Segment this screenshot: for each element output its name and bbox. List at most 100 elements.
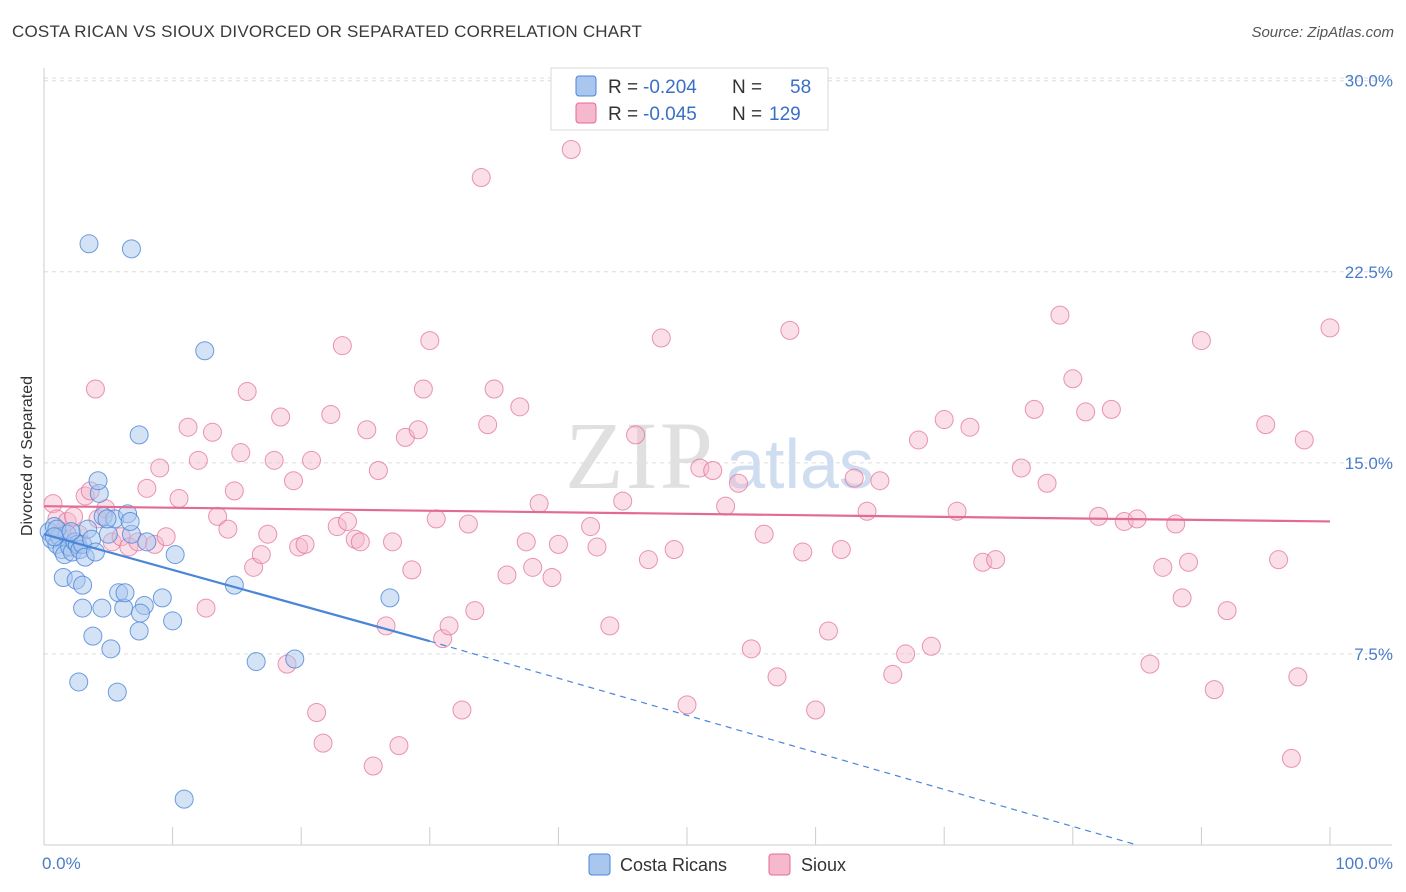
axes <box>43 68 1392 846</box>
sioux-point-42 <box>332 336 352 356</box>
sioux-point-46 <box>357 420 377 440</box>
sioux-point-66 <box>497 565 517 585</box>
sioux-point-73 <box>561 140 581 160</box>
sioux-point-129 <box>1320 318 1340 338</box>
sioux-point-69 <box>523 557 543 577</box>
legend-n-value-1: 58 <box>790 77 811 98</box>
sioux-point-47 <box>363 756 383 776</box>
sioux-point-26 <box>231 443 251 463</box>
sioux-point-25 <box>224 481 244 501</box>
sioux-point-59 <box>439 616 459 636</box>
costa-rican-point-24 <box>79 234 99 254</box>
sioux-point-62 <box>465 601 485 621</box>
watermark-zip: ZIP <box>565 402 715 509</box>
bottom-legend-label-costa-ricans: Costa Ricans <box>620 855 727 875</box>
sioux-point-130 <box>1281 748 1301 768</box>
costa-rican-point-40 <box>130 603 150 623</box>
sioux-point-114 <box>1101 399 1121 419</box>
costa-rican-point-42 <box>83 626 103 646</box>
sioux-point-53 <box>402 560 422 580</box>
sioux-point-60 <box>452 700 472 720</box>
costa-rican-point-34 <box>73 598 93 618</box>
sioux-point-61 <box>458 514 478 534</box>
costa-rican-point-50 <box>380 588 400 608</box>
sioux-point-103 <box>947 501 967 521</box>
sioux-point-71 <box>542 568 562 588</box>
sioux-point-99 <box>896 644 916 664</box>
sioux-point-102 <box>934 410 954 430</box>
sioux-point-95 <box>844 468 864 488</box>
sioux-point-63 <box>471 168 491 188</box>
sioux-point-34 <box>283 471 303 491</box>
sioux-point-70 <box>529 494 549 514</box>
sioux-point-93 <box>818 621 838 641</box>
sioux-point-40 <box>321 404 341 424</box>
sioux-point-92 <box>806 700 826 720</box>
costa-rican-point-49 <box>285 649 305 669</box>
sioux-point-54 <box>408 420 428 440</box>
bottom-legend-swatch-pink <box>768 853 791 876</box>
x-tick-label-min: 0.0% <box>42 854 81 873</box>
costa-rican-point-54 <box>61 522 81 542</box>
sioux-point-113 <box>1089 506 1109 526</box>
sioux-point-121 <box>1179 552 1199 572</box>
costa-rican-point-46 <box>107 682 127 702</box>
costa-rican-point-25 <box>121 239 141 259</box>
sioux-point-75 <box>587 537 607 557</box>
costa-rican-point-26 <box>195 341 215 361</box>
sioux-point-81 <box>664 539 684 559</box>
bottom-legend-label-sioux: Sioux <box>801 855 846 875</box>
costa-rican-point-45 <box>69 672 89 692</box>
sioux-point-64 <box>478 415 498 435</box>
sioux-point-107 <box>1011 458 1031 478</box>
costa-rican-point-56 <box>120 511 140 531</box>
x-tick-labels: 0.0% 100.0% <box>42 854 1393 873</box>
costa-rican-point-32 <box>165 545 185 565</box>
sioux-point-97 <box>870 471 890 491</box>
sioux-point-122 <box>1191 331 1211 351</box>
costa-rican-trend-line <box>43 533 431 643</box>
sioux-point-43 <box>337 511 357 531</box>
sioux-point-96 <box>857 501 877 521</box>
sioux-point-120 <box>1172 588 1192 608</box>
y-tick-labels: 7.5% 15.0% 22.5% 30.0% <box>1345 72 1393 664</box>
sioux-point-27 <box>237 382 257 402</box>
sioux-point-0 <box>43 494 63 514</box>
sioux-point-14 <box>137 478 157 498</box>
legend-swatch-blue <box>575 75 597 97</box>
sioux-point-37 <box>301 450 321 470</box>
costa-rican-point-44 <box>101 639 121 659</box>
sioux-point-36 <box>295 534 315 554</box>
sioux-point-87 <box>741 639 761 659</box>
y-tick-label-1: 15.0% <box>1345 454 1393 473</box>
costa-rican-point-41 <box>163 611 183 631</box>
sioux-point-89 <box>767 667 787 687</box>
costa-rican-point-48 <box>246 652 266 672</box>
sioux-point-79 <box>638 550 658 570</box>
legend-swatch-pink <box>575 102 597 124</box>
sioux-point-112 <box>1076 402 1096 422</box>
sioux-point-49 <box>376 616 396 636</box>
sioux-point-67 <box>510 397 530 417</box>
sioux-point-131 <box>85 379 105 399</box>
y-tick-label-3: 30.0% <box>1345 72 1393 91</box>
sioux-point-126 <box>1269 550 1289 570</box>
sioux-point-45 <box>350 532 370 552</box>
watermark-atlas: atlas <box>726 425 874 503</box>
sioux-point-72 <box>548 534 568 554</box>
sioux-point-17 <box>156 527 176 547</box>
sioux-point-111 <box>1063 369 1083 389</box>
costa-rican-point-28 <box>88 471 108 491</box>
sioux-point-31 <box>264 450 284 470</box>
sioux-point-98 <box>883 664 903 684</box>
legend-r-value-1: -0.204 <box>643 77 697 98</box>
costa-rican-point-57 <box>137 532 157 552</box>
sioux-point-21 <box>196 598 216 618</box>
costa-rican-point-27 <box>129 425 149 445</box>
costa-rican-point-43 <box>129 621 149 641</box>
sioux-point-19 <box>178 417 198 437</box>
sioux-point-125 <box>1256 415 1276 435</box>
legend-r-label-2: R = <box>608 104 638 125</box>
sioux-point-41 <box>327 517 347 537</box>
